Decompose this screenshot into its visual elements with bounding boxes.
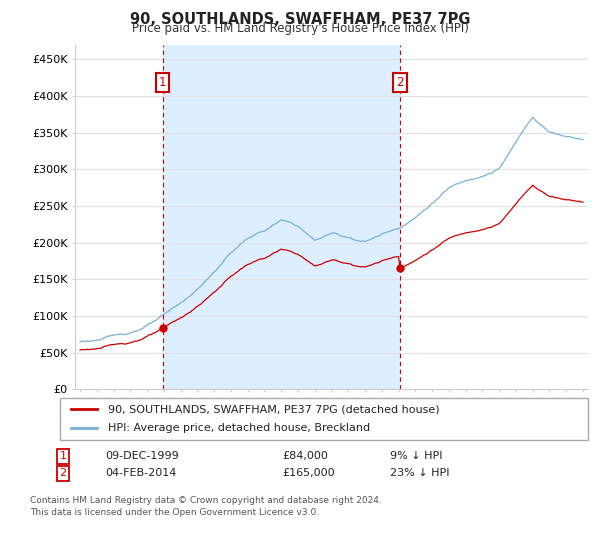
Text: Contains HM Land Registry data © Crown copyright and database right 2024.
This d: Contains HM Land Registry data © Crown c…: [30, 496, 382, 517]
Text: 1: 1: [159, 76, 166, 90]
Text: 90, SOUTHLANDS, SWAFFHAM, PE37 7PG: 90, SOUTHLANDS, SWAFFHAM, PE37 7PG: [130, 12, 470, 27]
FancyBboxPatch shape: [60, 398, 588, 440]
Bar: [163, 45, 400, 389]
Text: 9% ↓ HPI: 9% ↓ HPI: [390, 451, 443, 461]
Text: 90, SOUTHLANDS, SWAFFHAM, PE37 7PG (detached house): 90, SOUTHLANDS, SWAFFHAM, PE37 7PG (deta…: [107, 404, 439, 414]
Text: 1: 1: [59, 451, 67, 461]
Text: 23% ↓ HPI: 23% ↓ HPI: [390, 468, 449, 478]
Text: Price paid vs. HM Land Registry's House Price Index (HPI): Price paid vs. HM Land Registry's House …: [131, 22, 469, 35]
Text: 2: 2: [396, 76, 404, 90]
Text: HPI: Average price, detached house, Breckland: HPI: Average price, detached house, Brec…: [107, 423, 370, 433]
Text: 2: 2: [59, 468, 67, 478]
Text: 09-DEC-1999: 09-DEC-1999: [105, 451, 179, 461]
Text: 04-FEB-2014: 04-FEB-2014: [105, 468, 176, 478]
Text: £165,000: £165,000: [282, 468, 335, 478]
Text: £84,000: £84,000: [282, 451, 328, 461]
